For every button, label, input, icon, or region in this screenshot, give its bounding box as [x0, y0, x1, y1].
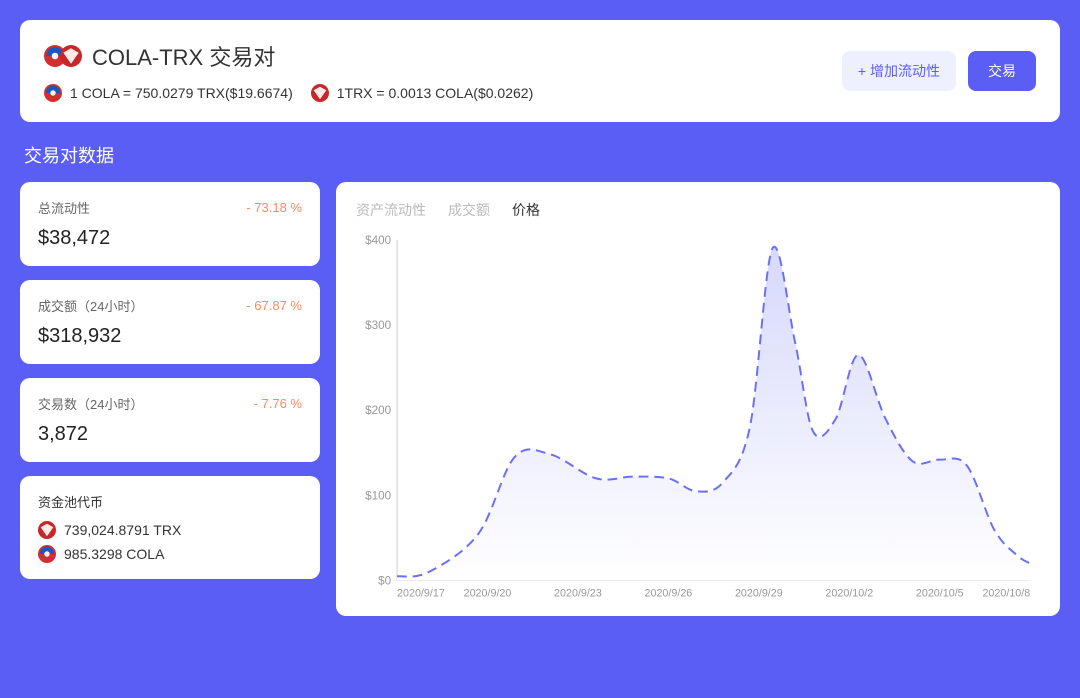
- stat-change: - 73.18 %: [246, 200, 302, 215]
- stat-change: - 7.76 %: [254, 396, 302, 411]
- rate-cola-text: 1 COLA = 750.0279 TRX($19.6674): [70, 85, 293, 101]
- add-liquidity-button[interactable]: + 增加流动性: [842, 51, 956, 91]
- trx-icon: [38, 521, 56, 539]
- svg-text:$300: $300: [365, 318, 392, 332]
- stat-value: $318,932: [38, 325, 302, 348]
- page-title: COLA-TRX 交易对: [92, 40, 275, 72]
- header-left: COLA-TRX 交易对 1 COLA = 750.0279 TRX($19.6…: [44, 40, 533, 102]
- stat-change: - 67.87 %: [246, 298, 302, 313]
- svg-text:2020/9/23: 2020/9/23: [554, 587, 602, 599]
- stat-card-tx: 交易数（24小时） - 7.76 % 3,872: [20, 378, 320, 462]
- pair-icon: [44, 45, 82, 67]
- svg-text:2020/9/17: 2020/9/17: [397, 587, 445, 599]
- chart-card: 资产流动性 成交额 价格 $0 $100 $200 $300 $400 2020/9/1…: [336, 182, 1060, 616]
- header-actions: + 增加流动性 交易: [842, 51, 1036, 91]
- svg-text:2020/10/8: 2020/10/8: [982, 587, 1030, 599]
- stat-card-liquidity: 总流动性 - 73.18 % $38,472: [20, 182, 320, 266]
- trx-icon: [311, 84, 329, 102]
- svg-text:2020/10/2: 2020/10/2: [825, 587, 873, 599]
- pool-trx-text: 739,024.8791 TRX: [64, 522, 181, 538]
- svg-text:2020/9/26: 2020/9/26: [645, 587, 693, 599]
- pool-row-cola: 985.3298 COLA: [38, 545, 302, 563]
- rate-row: 1 COLA = 750.0279 TRX($19.6674) 1TRX = 0…: [44, 84, 533, 102]
- cola-icon: [44, 84, 62, 102]
- svg-text:$200: $200: [365, 403, 392, 417]
- tab-volume[interactable]: 成交额: [448, 200, 490, 220]
- rate-trx: 1TRX = 0.0013 COLA($0.0262): [311, 84, 534, 102]
- pool-row-trx: 739,024.8791 TRX: [38, 521, 302, 539]
- svg-text:2020/10/5: 2020/10/5: [916, 587, 964, 599]
- stat-value: $38,472: [38, 227, 302, 250]
- svg-text:2020/9/20: 2020/9/20: [464, 587, 512, 599]
- svg-text:$400: $400: [365, 233, 392, 247]
- cola-icon: [38, 545, 56, 563]
- stat-label: 交易数（24小时）: [38, 394, 143, 413]
- svg-text:$100: $100: [365, 488, 392, 502]
- price-chart: $0 $100 $200 $300 $400 2020/9/17 2020/9/20 202…: [356, 230, 1040, 606]
- pool-card: 资金池代币 739,024.8791 TRX 985.3298 COLA: [20, 476, 320, 579]
- stat-card-volume: 成交额（24小时） - 67.87 % $318,932: [20, 280, 320, 364]
- pool-cola-text: 985.3298 COLA: [64, 546, 164, 562]
- chart-tabs: 资产流动性 成交额 价格: [356, 200, 1040, 220]
- title-row: COLA-TRX 交易对: [44, 40, 533, 72]
- pool-title: 资金池代币: [38, 492, 302, 511]
- trade-button[interactable]: 交易: [968, 51, 1036, 91]
- chart-area: $0 $100 $200 $300 $400 2020/9/17 2020/9/20 202…: [356, 230, 1040, 606]
- section-title: 交易对数据: [24, 142, 1060, 168]
- stat-value: 3,872: [38, 423, 302, 446]
- stat-label: 成交额（24小时）: [38, 296, 143, 315]
- stat-label: 总流动性: [38, 198, 90, 217]
- main-grid: 总流动性 - 73.18 % $38,472 成交额（24小时） - 67.87…: [20, 182, 1060, 616]
- svg-text:2020/9/29: 2020/9/29: [735, 587, 783, 599]
- rate-cola: 1 COLA = 750.0279 TRX($19.6674): [44, 84, 293, 102]
- header-card: COLA-TRX 交易对 1 COLA = 750.0279 TRX($19.6…: [20, 20, 1060, 122]
- tab-price[interactable]: 价格: [512, 200, 540, 220]
- svg-text:$0: $0: [378, 573, 391, 587]
- rate-trx-text: 1TRX = 0.0013 COLA($0.0262): [337, 85, 534, 101]
- stats-column: 总流动性 - 73.18 % $38,472 成交额（24小时） - 67.87…: [20, 182, 320, 616]
- tab-liquidity[interactable]: 资产流动性: [356, 200, 426, 220]
